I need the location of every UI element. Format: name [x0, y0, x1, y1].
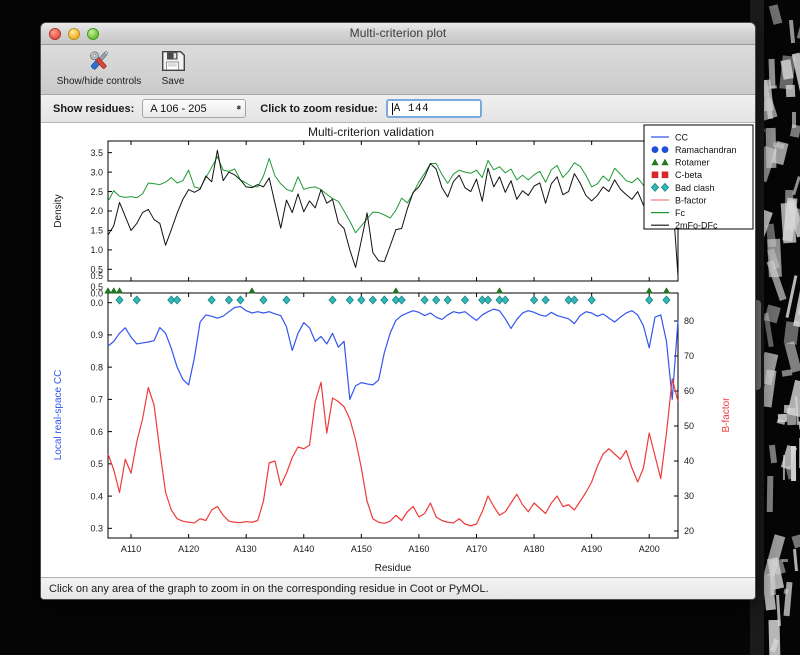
- svg-text:0.4: 0.4: [90, 491, 103, 501]
- svg-text:2.5: 2.5: [90, 187, 103, 197]
- text-caret: [392, 103, 393, 115]
- svg-text:A160: A160: [408, 544, 429, 554]
- svg-text:A150: A150: [351, 544, 372, 554]
- legend-swatch-c-beta: [652, 172, 659, 179]
- legend-swatch-ramachandran: [652, 146, 659, 153]
- legend-swatch-ramachandran: [662, 146, 669, 153]
- legend-label-fc: Fc: [675, 208, 685, 218]
- svg-text:0.3: 0.3: [90, 524, 103, 534]
- tools-icon: [84, 47, 114, 75]
- floppy-disk-icon: [160, 47, 187, 75]
- background-texture: [793, 548, 798, 570]
- background-texture: [781, 203, 797, 244]
- window-title: Multi-criterion plot: [41, 26, 755, 40]
- background-texture: [769, 445, 777, 464]
- svg-text:40: 40: [684, 456, 694, 466]
- window-titlebar[interactable]: Multi-criterion plot: [41, 23, 755, 45]
- svg-text:50: 50: [684, 421, 694, 431]
- show-hide-controls-label: Show/hide controls: [57, 76, 142, 87]
- background-texture: [789, 20, 795, 43]
- svg-text:0.5: 0.5: [90, 459, 103, 469]
- background-texture: [784, 341, 800, 373]
- toolbar: Show/hide controls Save: [41, 45, 755, 95]
- multi-criterion-chart[interactable]: Multi-criterion validation 0.5 1.0 1.5 2.0 2…: [41, 123, 755, 576]
- svg-text:A190: A190: [581, 544, 602, 554]
- background-texture: [782, 369, 793, 377]
- background-texture: [783, 588, 788, 593]
- svg-text:20: 20: [684, 526, 694, 536]
- bfactor-y-axis-label: B-factor: [721, 397, 732, 433]
- show-hide-controls-button[interactable]: Show/hide controls: [53, 47, 145, 93]
- legend-swatch-c-beta: [662, 172, 669, 179]
- chevron-updown-icon[interactable]: ▲ ▼: [235, 108, 242, 109]
- background-texture: [769, 4, 783, 24]
- legend-label-bad-clash: Bad clash: [675, 183, 715, 193]
- svg-text:A140: A140: [293, 544, 314, 554]
- svg-text:30: 30: [684, 491, 694, 501]
- svg-text:A170: A170: [466, 544, 487, 554]
- legend-label-ramachandran: Ramachandran: [675, 145, 737, 155]
- svg-text:A130: A130: [236, 544, 257, 554]
- svg-text:A120: A120: [178, 544, 199, 554]
- show-residues-label: Show residues:: [53, 103, 134, 115]
- save-button[interactable]: Save: [145, 47, 201, 93]
- background-texture: [767, 476, 773, 512]
- svg-text:3.0: 3.0: [90, 167, 103, 177]
- svg-text:2.0: 2.0: [90, 206, 103, 216]
- background-texture: [784, 582, 793, 617]
- svg-text:0.0: 0.0: [90, 289, 103, 299]
- background-texture: [792, 176, 800, 195]
- svg-text:A200: A200: [639, 544, 660, 554]
- background-texture: [797, 20, 800, 39]
- plot-canvas[interactable]: Multi-criterion validation 0.5 1.0 1.5 2.0 2…: [41, 123, 755, 577]
- svg-text:70: 70: [684, 351, 694, 361]
- background-texture: [792, 112, 796, 128]
- background-texture: [793, 285, 800, 328]
- svg-text:0.9: 0.9: [90, 330, 103, 340]
- background-texture: [782, 559, 788, 562]
- zoom-residue-value: A 144: [394, 103, 430, 115]
- legend-label-rotamer: Rotamer: [675, 158, 710, 168]
- svg-text:80: 80: [684, 316, 694, 326]
- background-texture: [769, 59, 776, 88]
- legend-label-b-factor: B-factor: [675, 195, 707, 205]
- background-texture: [791, 534, 800, 549]
- controls-bar: Show residues: A 106 - 205 ▲▼ Click to z…: [41, 95, 755, 123]
- svg-text:1.0: 1.0: [90, 245, 103, 255]
- svg-text:3.5: 3.5: [90, 148, 103, 158]
- svg-text:60: 60: [684, 386, 694, 396]
- svg-text:0.6: 0.6: [90, 427, 103, 437]
- svg-text:0.7: 0.7: [90, 395, 103, 405]
- application-window: Multi-criterion plot: [40, 22, 756, 600]
- svg-text:1.5: 1.5: [90, 226, 103, 236]
- background-texture: [788, 380, 800, 417]
- density-y-axis-label: Density: [53, 194, 64, 227]
- status-bar: Click on any area of the graph to zoom i…: [41, 577, 755, 599]
- chart-title: Multi-criterion validation: [308, 125, 434, 139]
- svg-text:A110: A110: [121, 544, 141, 554]
- svg-text:0.0: 0.0: [90, 298, 103, 308]
- residue-x-axis-label: Residue: [375, 563, 412, 574]
- legend-label-2mfo-dfc: 2mFo-DFc: [675, 221, 718, 231]
- show-residues-value: A 106 - 205: [150, 103, 206, 115]
- svg-text:0.5: 0.5: [90, 271, 103, 281]
- background-texture: [776, 419, 785, 425]
- background-texture: [776, 595, 781, 626]
- svg-text:A180: A180: [524, 544, 545, 554]
- zoom-residue-label: Click to zoom residue:: [260, 103, 377, 115]
- cc-y-axis-label: Local real-space CC: [53, 370, 64, 461]
- chart-legend[interactable]: CC Ramachandran Rotamer C-beta Bad clash B-fa…: [644, 125, 753, 231]
- svg-text:0.8: 0.8: [90, 362, 103, 372]
- show-residues-select[interactable]: A 106 - 205 ▲▼: [142, 99, 246, 118]
- status-text: Click on any area of the graph to zoom i…: [49, 583, 489, 595]
- zoom-residue-input[interactable]: A 144: [386, 99, 482, 118]
- legend-label-cc: CC: [675, 132, 688, 142]
- legend-label-c-beta: C-beta: [675, 170, 702, 180]
- save-label: Save: [162, 76, 185, 87]
